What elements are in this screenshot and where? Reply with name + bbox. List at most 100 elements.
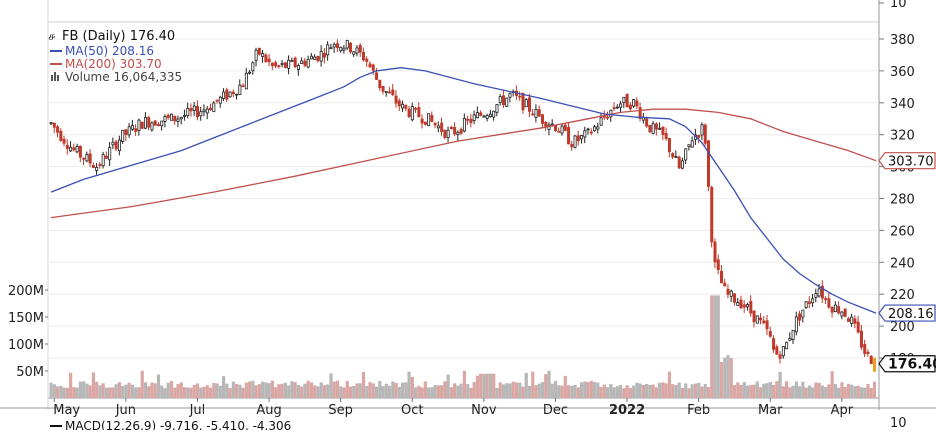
legend-label: MA(50) 208.16 bbox=[65, 44, 154, 58]
volume-bar bbox=[472, 382, 476, 398]
candle-body bbox=[772, 338, 776, 350]
volume-bar bbox=[52, 384, 56, 398]
candle-body bbox=[62, 138, 66, 144]
volume-bar bbox=[745, 385, 750, 398]
volume-bar bbox=[208, 387, 213, 398]
volume-bar bbox=[697, 382, 701, 398]
candle-body bbox=[801, 309, 805, 318]
volume-bar bbox=[801, 381, 805, 398]
volume-bar bbox=[726, 355, 730, 398]
volume-bar bbox=[544, 374, 548, 398]
volume-bar bbox=[680, 387, 685, 398]
volume-bar bbox=[280, 383, 284, 398]
volume-bar bbox=[765, 383, 769, 398]
volume-bar bbox=[563, 375, 567, 398]
candle-body bbox=[749, 300, 753, 314]
candle-body bbox=[765, 320, 769, 330]
candle-body bbox=[257, 47, 261, 55]
legend-label: Volume 16,064,335 bbox=[65, 70, 182, 84]
volume-bar bbox=[352, 385, 356, 398]
candle-body bbox=[495, 104, 499, 113]
candle-body bbox=[612, 107, 616, 109]
candle-body bbox=[296, 65, 300, 70]
price-tick-label: 360 bbox=[890, 65, 915, 80]
volume-bar bbox=[723, 357, 727, 398]
candle-body bbox=[368, 63, 372, 68]
volume-bar bbox=[371, 383, 375, 398]
volume-bar bbox=[88, 385, 92, 398]
volume-bar bbox=[231, 381, 235, 398]
volume-bar bbox=[820, 385, 825, 398]
volume-bar bbox=[254, 385, 258, 398]
candle-body bbox=[596, 126, 600, 130]
candle-body bbox=[804, 301, 808, 308]
volume-bar bbox=[449, 387, 453, 398]
volume-bar bbox=[690, 384, 694, 398]
volume-bar bbox=[804, 387, 808, 398]
volume-bar bbox=[602, 384, 606, 398]
volume-bar bbox=[270, 380, 275, 398]
price-tick-label: 380 bbox=[890, 33, 915, 48]
candle-body bbox=[329, 47, 333, 50]
volume-bar bbox=[202, 386, 206, 398]
volume-bar bbox=[589, 380, 593, 398]
candle-body bbox=[469, 118, 473, 124]
candle-body bbox=[723, 282, 727, 287]
volume-bar bbox=[420, 387, 424, 398]
volume-bar bbox=[235, 384, 239, 398]
volume-bar bbox=[524, 372, 528, 398]
candle-body bbox=[710, 186, 714, 243]
volume-bar bbox=[729, 358, 733, 398]
candle-body bbox=[335, 43, 339, 48]
candle-body bbox=[414, 107, 418, 110]
candle-body bbox=[528, 97, 532, 112]
volume-bar bbox=[758, 387, 763, 398]
volume-bar bbox=[674, 385, 678, 398]
candle-body bbox=[479, 112, 483, 116]
volume-bar bbox=[811, 387, 815, 398]
candle-body bbox=[824, 298, 828, 301]
price-tick-label: 320 bbox=[890, 129, 915, 144]
volume-bar bbox=[485, 373, 489, 398]
volume-bar bbox=[658, 382, 662, 398]
volume-bar bbox=[833, 384, 838, 398]
price-tick-label: 10 bbox=[890, 0, 907, 11]
volume-bar bbox=[248, 381, 252, 398]
volume-bar bbox=[322, 385, 327, 398]
candle-body bbox=[720, 270, 724, 284]
candle-body bbox=[580, 135, 584, 140]
candle-body bbox=[599, 117, 603, 126]
volume-bar bbox=[75, 387, 79, 398]
candle-body bbox=[648, 124, 652, 133]
volume-bar bbox=[361, 371, 366, 398]
volume-bar bbox=[498, 382, 502, 398]
candle-body bbox=[658, 127, 662, 130]
candle-body bbox=[381, 85, 385, 92]
volume-bar bbox=[176, 384, 180, 398]
candle-body bbox=[706, 140, 710, 187]
volume-bar bbox=[326, 384, 330, 398]
volume-bar bbox=[169, 381, 174, 398]
candle-body bbox=[427, 113, 431, 127]
candle-body bbox=[117, 139, 121, 152]
volume-bar bbox=[91, 372, 96, 398]
candle-body bbox=[339, 46, 343, 52]
volume-bar bbox=[508, 383, 512, 398]
macd-tick-label: 10 bbox=[890, 416, 907, 430]
volume-bar bbox=[628, 387, 632, 398]
candle-body bbox=[121, 129, 125, 142]
candle-body bbox=[215, 99, 219, 102]
volume-bar bbox=[384, 383, 388, 398]
volume-bar bbox=[635, 382, 639, 398]
volume-bar bbox=[840, 382, 844, 398]
volume-bar bbox=[221, 376, 226, 398]
volume-bar bbox=[156, 374, 161, 398]
candle-body bbox=[440, 122, 444, 132]
candle-body bbox=[443, 129, 447, 138]
volume-bar bbox=[814, 382, 818, 398]
volume-bar bbox=[863, 387, 867, 398]
candle-body bbox=[472, 114, 476, 121]
volume-bar bbox=[469, 387, 473, 398]
candle-body bbox=[501, 95, 505, 106]
candle-body bbox=[306, 58, 310, 68]
